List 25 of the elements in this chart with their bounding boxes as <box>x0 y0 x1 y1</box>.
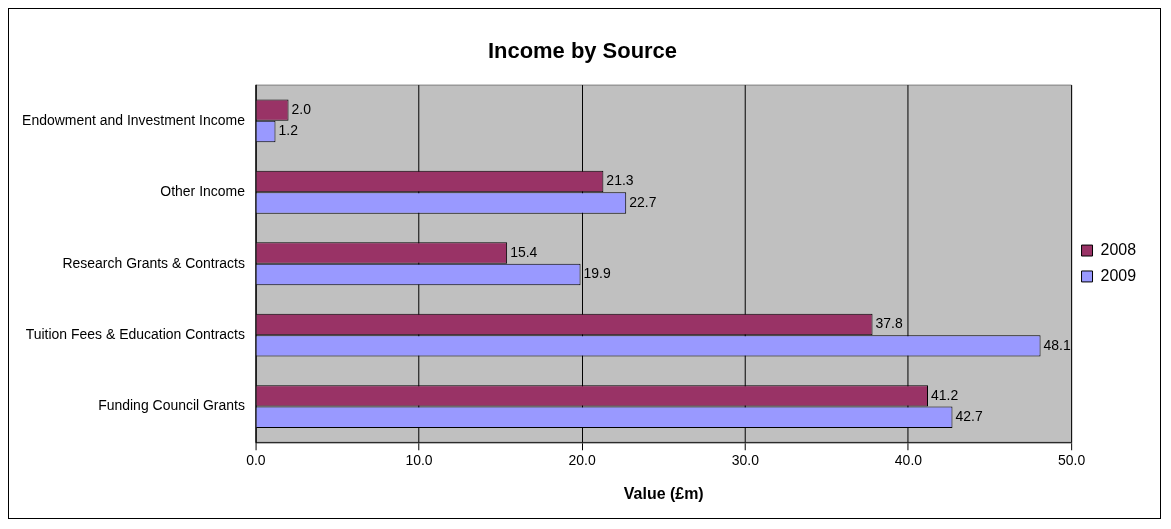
y-tick-label: Tuition Fees & Education Contracts <box>25 326 245 342</box>
x-axis-title: Value (£m) <box>623 484 704 502</box>
data-label: 48.1 <box>1043 336 1071 353</box>
data-label: 22.7 <box>629 193 657 210</box>
data-label: 41.2 <box>931 386 959 403</box>
y-tick-label: Research Grants & Contracts <box>62 254 245 271</box>
data-label: 37.8 <box>875 315 903 332</box>
x-tick-label: 0.0 <box>246 452 266 469</box>
legend-label: 2008 <box>1100 240 1137 258</box>
x-tick-label: 10.0 <box>405 452 433 469</box>
data-label: 21.3 <box>606 172 634 189</box>
x-tick-label: 20.0 <box>568 452 596 469</box>
y-tick-label: Funding Council Grants <box>98 397 245 414</box>
data-label: 15.4 <box>510 243 538 260</box>
x-tick-label: 40.0 <box>894 452 923 469</box>
data-label: 2.0 <box>291 100 312 117</box>
y-tick-label: Other Income <box>160 183 246 200</box>
data-label: 42.7 <box>955 408 983 425</box>
data-label: 19.9 <box>583 265 611 282</box>
x-tick-label: 50.0 <box>1057 452 1086 469</box>
chart-title: Income by Source <box>487 38 678 64</box>
x-tick-label: 30.0 <box>731 452 760 469</box>
y-tick-label: Endowment and Investment Income <box>22 111 246 128</box>
data-label: 1.2 <box>278 122 299 139</box>
legend-label: 2009 <box>1100 266 1137 284</box>
